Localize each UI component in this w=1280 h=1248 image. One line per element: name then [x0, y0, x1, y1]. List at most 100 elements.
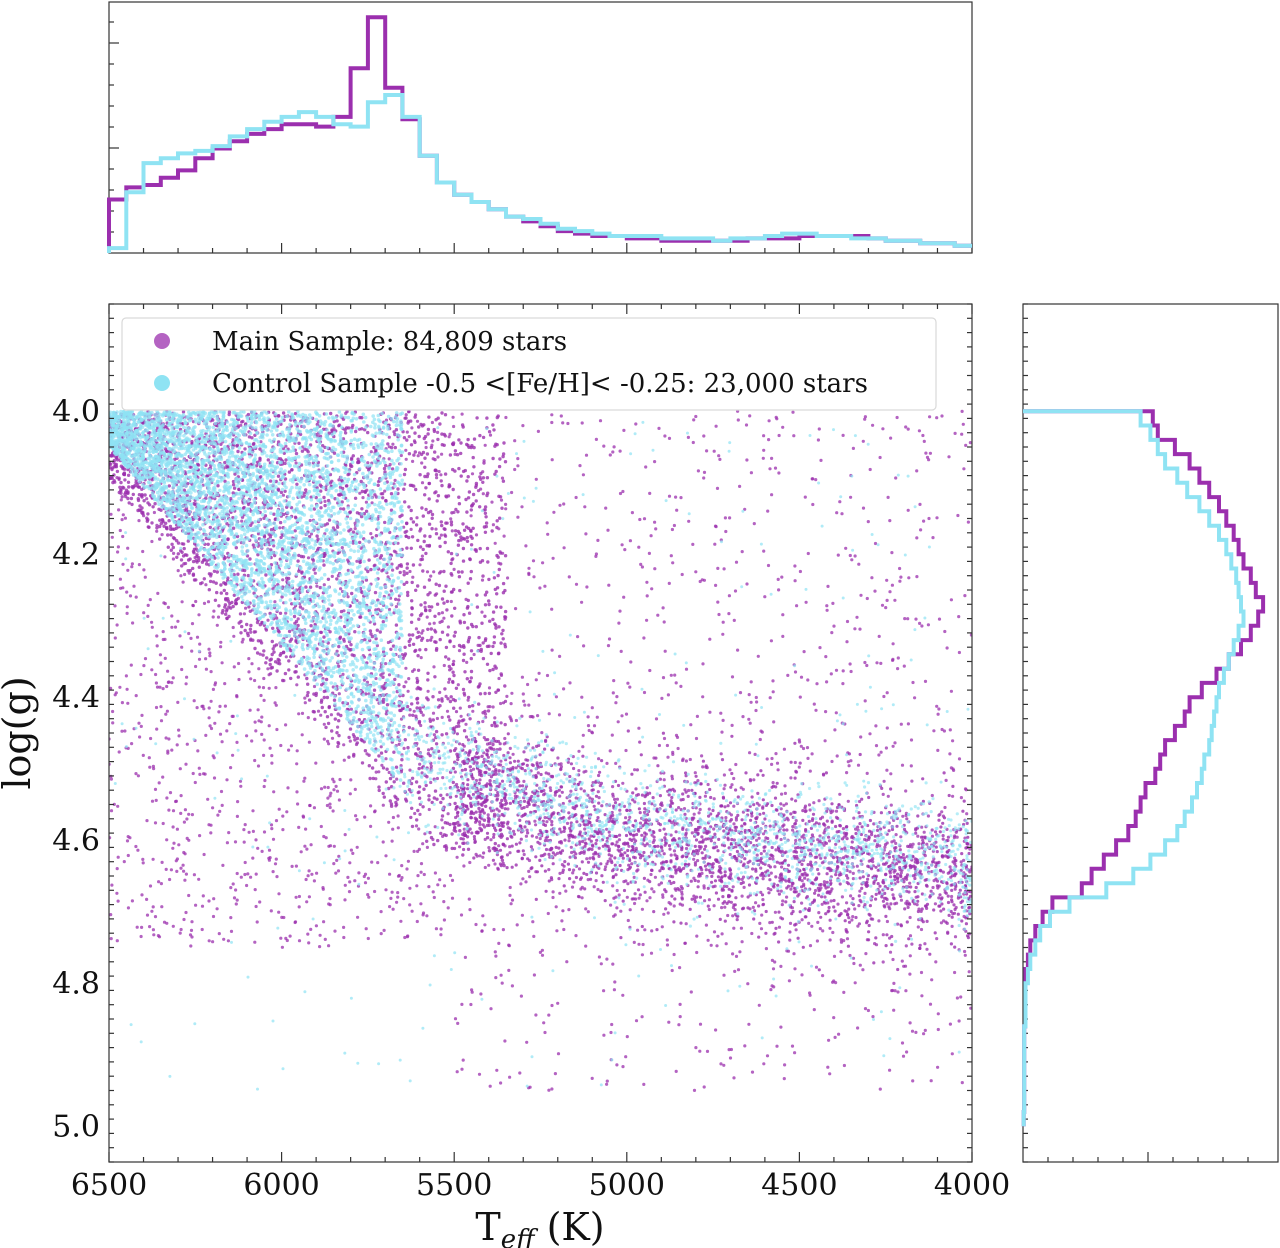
scatter-point [295, 482, 299, 486]
scatter-point [314, 924, 318, 928]
scatter-point [376, 607, 380, 611]
scatter-point [803, 495, 807, 499]
scatter-point [672, 904, 676, 908]
scatter-point [295, 683, 299, 687]
scatter-point [510, 984, 514, 988]
scatter-point [510, 490, 514, 495]
scatter-point [536, 771, 540, 775]
scatter-point [395, 900, 399, 904]
scatter-point [808, 808, 812, 812]
scatter-point [500, 981, 504, 985]
scatter-point [724, 942, 728, 946]
scatter-point [198, 772, 202, 777]
scatter-point [156, 591, 160, 596]
scatter-point [315, 584, 319, 588]
scatter-point [541, 561, 545, 565]
scatter-point [493, 541, 497, 545]
scatter-point [125, 590, 129, 594]
scatter-point [302, 779, 306, 783]
scatter-point [513, 439, 517, 443]
scatter-point [701, 662, 705, 666]
scatter-point [147, 756, 151, 760]
scatter-point [190, 622, 195, 626]
scatter-point [258, 652, 262, 656]
scatter-point [211, 687, 215, 692]
scatter-point [781, 425, 785, 429]
scatter-point [450, 896, 455, 900]
scatter-point [465, 510, 469, 514]
scatter-point [145, 819, 149, 823]
scatter-point [440, 619, 444, 623]
scatter-point [953, 970, 957, 975]
scatter-point [128, 836, 132, 840]
scatter-point [169, 868, 173, 872]
scatter-point [408, 713, 412, 717]
scatter-point [856, 763, 861, 767]
scatter-point [935, 416, 939, 420]
scatter-point [442, 443, 446, 447]
scatter-point [841, 682, 845, 686]
scatter-point [435, 499, 439, 503]
scatter-point [518, 1071, 522, 1075]
scatter-point [204, 667, 208, 671]
scatter-point [547, 879, 551, 883]
scatter-point [724, 529, 728, 534]
scatter-point [219, 591, 223, 595]
scatter-point [807, 921, 811, 926]
scatter-point [501, 637, 505, 641]
scatter-point [459, 714, 463, 718]
scatter-point [235, 814, 239, 819]
scatter-point [220, 661, 224, 665]
scatter-point [337, 854, 341, 859]
scatter-point [405, 546, 409, 550]
scatter-point [444, 494, 448, 498]
scatter-point [650, 929, 654, 933]
scatter-point [844, 546, 848, 550]
scatter-point [831, 930, 835, 935]
scatter-point [777, 588, 781, 592]
scatter-point [454, 841, 458, 845]
scatter-point [781, 613, 785, 617]
scatter-point [817, 799, 821, 803]
scatter-point [540, 948, 545, 952]
scatter-point [816, 867, 820, 872]
scatter-point [182, 917, 186, 922]
scatter-point [696, 879, 701, 883]
scatter-point [585, 585, 589, 589]
scatter-point [118, 577, 122, 581]
scatter-point [249, 623, 253, 628]
scatter-point [480, 559, 485, 563]
scatter-point [417, 785, 422, 789]
scatter-point [411, 713, 415, 717]
scatter-point [806, 551, 810, 556]
scatter-point [899, 835, 903, 839]
scatter-point [402, 436, 407, 440]
scatter-point [433, 630, 438, 634]
scatter-point [218, 704, 222, 709]
scatter-point [419, 862, 424, 866]
scatter-point [604, 506, 608, 510]
scatter-point [848, 662, 852, 666]
scatter-point [741, 787, 745, 791]
scatter-point [478, 643, 482, 648]
scatter-point [109, 777, 113, 781]
scatter-point [736, 418, 740, 422]
scatter-point [582, 822, 586, 827]
scatter-point [458, 621, 463, 625]
scatter-point [296, 617, 300, 621]
scatter-point [415, 516, 419, 520]
scatter-point [274, 703, 278, 707]
scatter-point [379, 745, 383, 749]
scatter-point [342, 758, 346, 762]
scatter-point [749, 680, 753, 684]
scatter-point [454, 507, 458, 512]
scatter-point [229, 916, 233, 920]
scatter-point [113, 604, 117, 608]
scatter-point [333, 717, 337, 721]
scatter-point [804, 600, 808, 604]
scatter-point [885, 691, 889, 695]
scatter-point [447, 435, 451, 439]
scatter-point [289, 676, 293, 681]
scatter-point [163, 656, 167, 661]
scatter-point [223, 682, 227, 686]
